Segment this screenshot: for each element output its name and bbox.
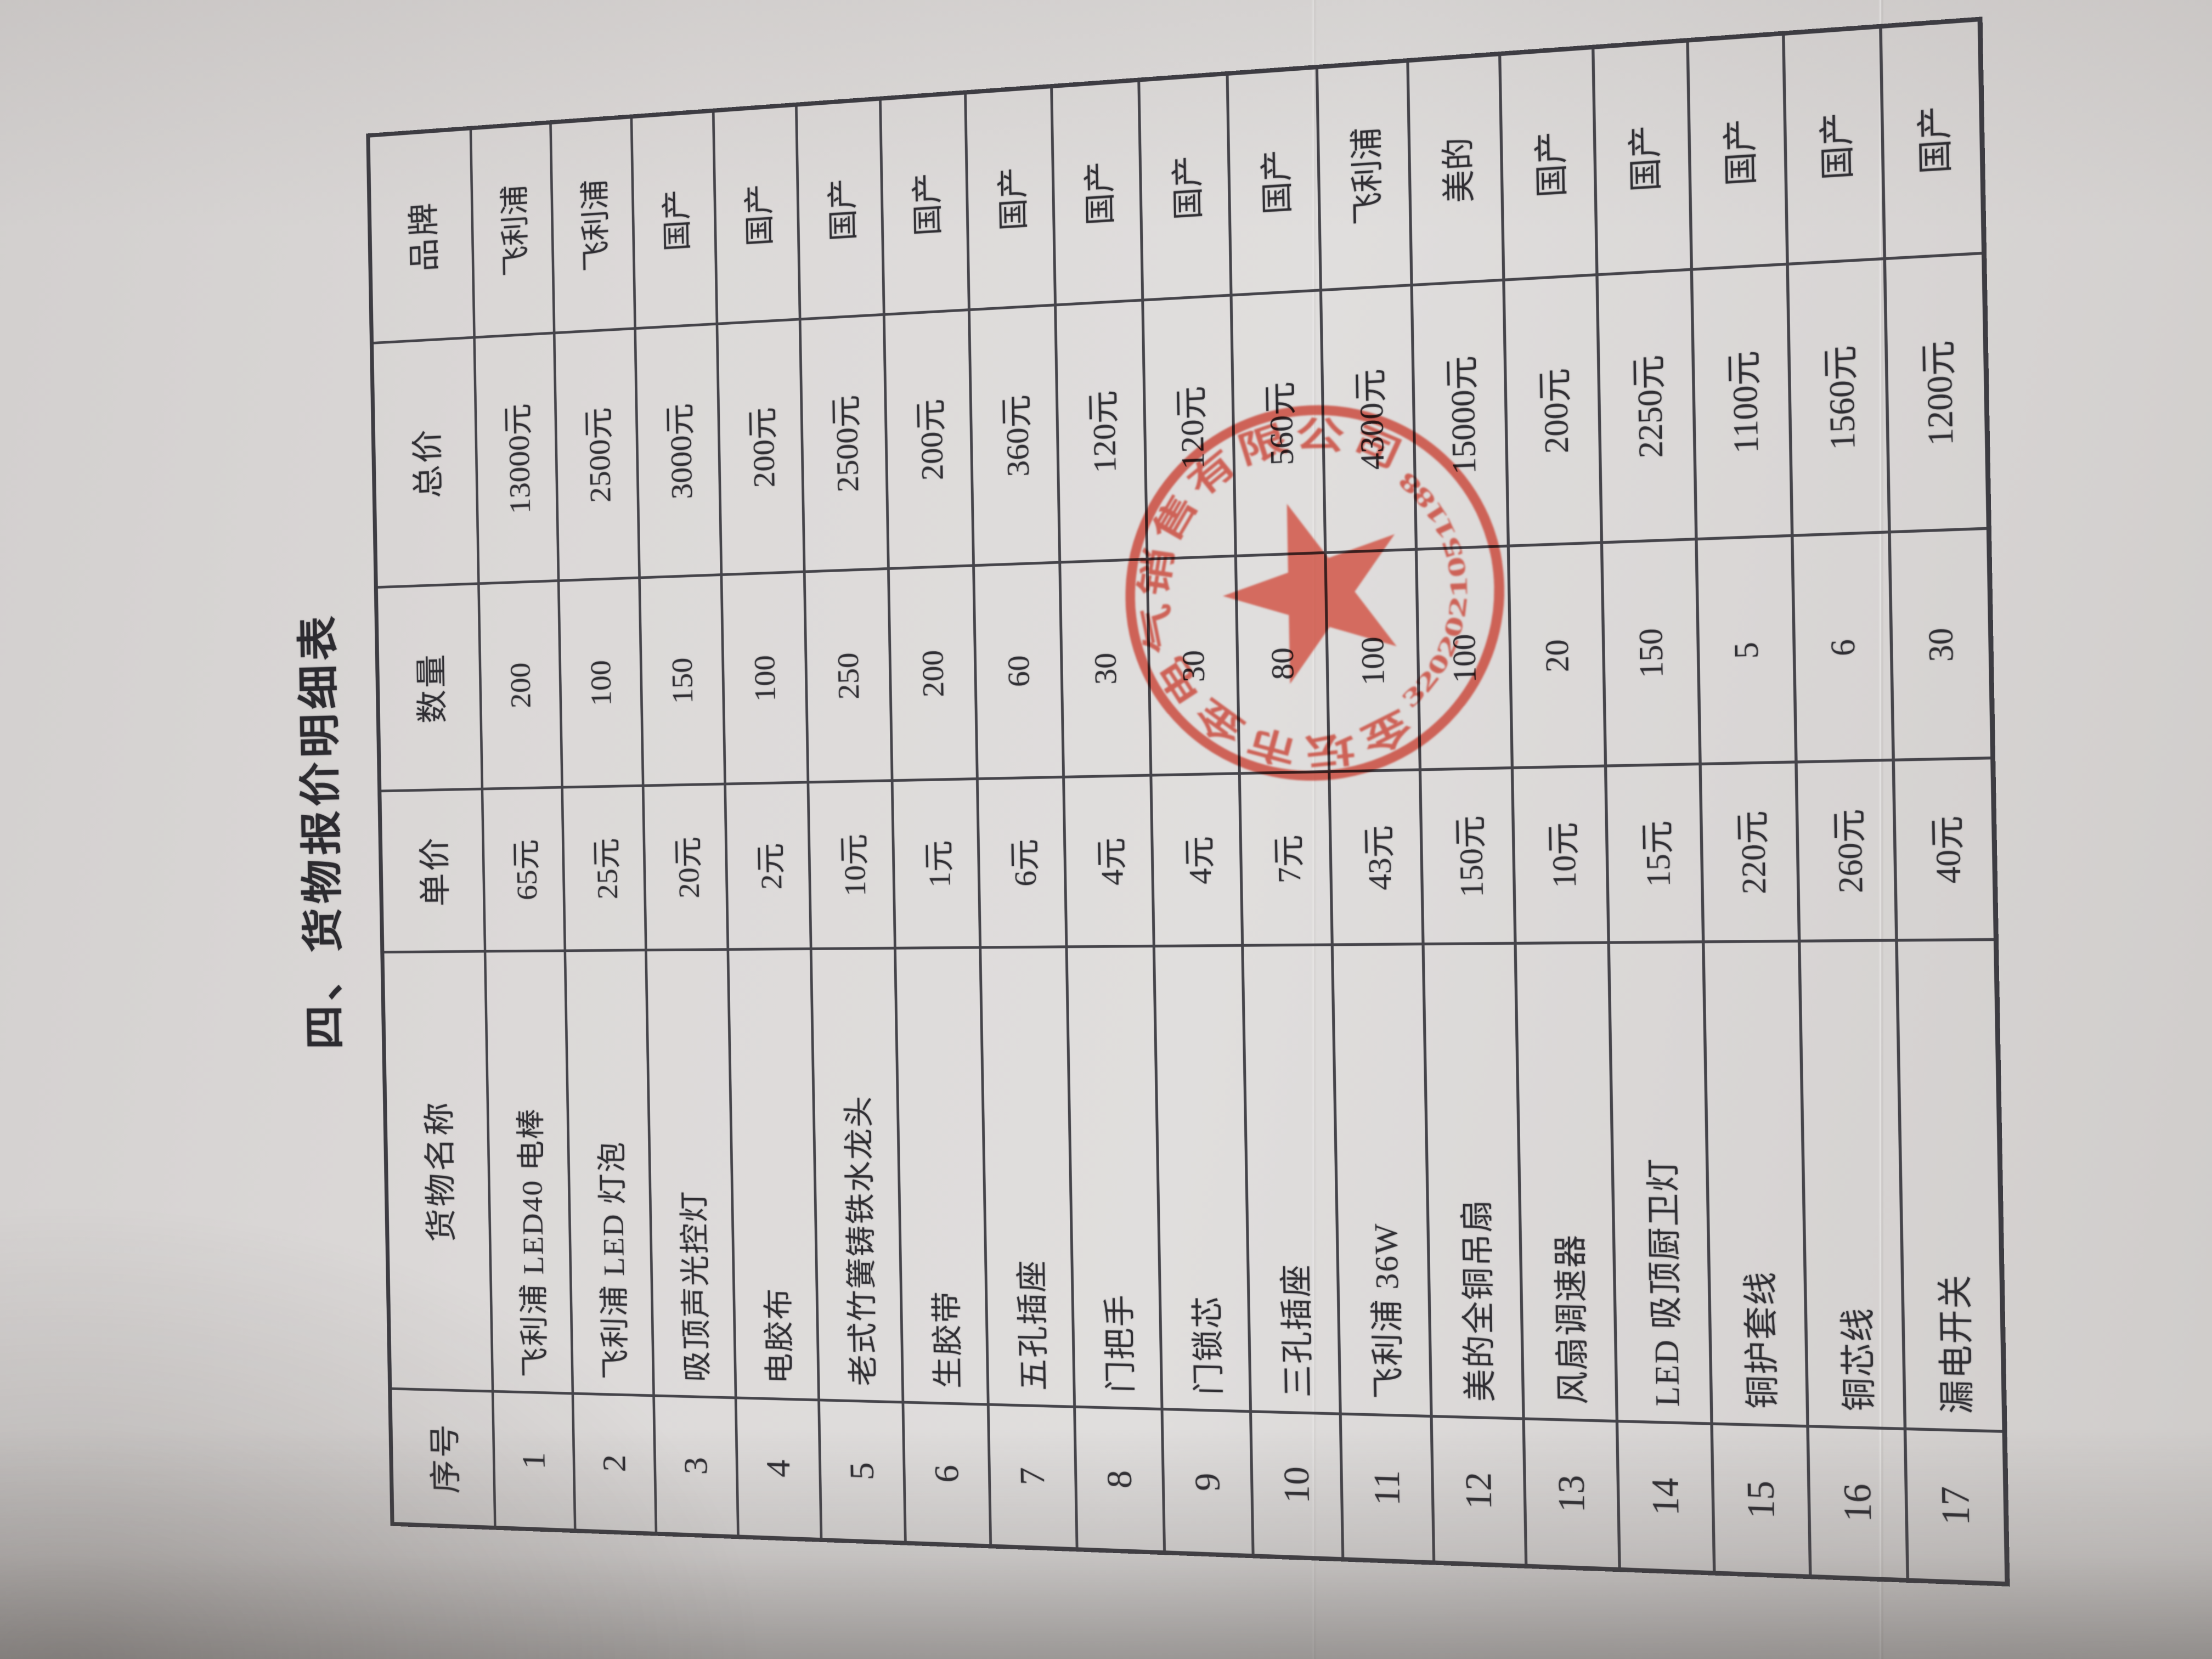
cell-quantity: 150 [639, 575, 725, 786]
cell-total-price: 3000元 [635, 324, 721, 578]
header-quantity: 数量 [376, 584, 482, 792]
cell-unit-price: 20元 [643, 784, 728, 951]
paper-shadow-bottom [0, 1429, 2212, 1659]
cell-total-price: 360元 [969, 305, 1060, 566]
cell-quantity: 100 [721, 572, 808, 785]
cell-brand: 美的 [1407, 54, 1504, 286]
cell-total-price: 1560元 [1787, 259, 1889, 536]
star-icon [1221, 499, 1397, 686]
cell-brand: 国产 [965, 86, 1056, 311]
cell-quantity: 20 [1508, 543, 1606, 769]
paper-crease [1311, 0, 1317, 1659]
cell-brand: 国产 [1688, 33, 1788, 270]
cell-brand: 国产 [1227, 67, 1321, 296]
cell-goods-name: 三孔插座 [1242, 945, 1341, 1414]
cell-unit-price: 10元 [808, 781, 895, 949]
svg-text:3202021051188: 3202021051188 [1393, 464, 1475, 713]
cell-goods-name: 飞利浦 36W [1332, 944, 1432, 1417]
cell-unit-price: 40元 [1893, 758, 1996, 941]
cell-quantity: 100 [558, 578, 644, 788]
cell-brand: 国产 [796, 98, 884, 320]
cell-goods-name: 老式竹簧铸铁水龙头 [811, 948, 903, 1403]
cell-brand: 国产 [1880, 19, 1984, 259]
header-total-price: 总价 [371, 337, 479, 588]
paper-shadow-corner [0, 1165, 823, 1659]
cell-unit-price: 150元 [1420, 768, 1515, 945]
cell-brand: 国产 [1051, 80, 1143, 306]
cell-total-price: 2500元 [800, 314, 889, 572]
cell-goods-name: 五孔插座 [980, 947, 1075, 1407]
cell-quantity: 60 [973, 562, 1064, 780]
cell-goods-name: 门锁芯 [1154, 945, 1251, 1412]
cell-brand: 飞利浦 [550, 116, 635, 334]
cell-unit-price: 10元 [1512, 766, 1609, 944]
cell-unit-price: 260元 [1796, 760, 1897, 941]
cell-unit-price: 65元 [482, 787, 565, 952]
header-unit-price: 单价 [379, 789, 486, 952]
cell-quantity: 5 [1696, 535, 1796, 765]
cell-quantity: 250 [804, 568, 893, 783]
cell-quantity: 150 [1601, 539, 1701, 766]
cell-quantity: 30 [1889, 528, 1993, 760]
cell-unit-price: 6元 [977, 777, 1066, 948]
cell-unit-price: 25元 [562, 786, 646, 951]
cell-quantity: 200 [478, 580, 562, 789]
cell-goods-name: 漏电开关 [1896, 940, 2005, 1432]
cell-quantity: 200 [888, 566, 978, 781]
cell-brand: 国产 [713, 104, 800, 324]
cell-brand: 国产 [1783, 26, 1885, 264]
cell-total-price: 200元 [1503, 275, 1602, 546]
cell-goods-name: 铜芯线 [1799, 940, 1905, 1429]
stamp-serial-number: 3202021051188 [1393, 464, 1475, 713]
cell-brand: 国产 [1138, 73, 1232, 301]
cell-total-price: 13000元 [474, 333, 559, 584]
cell-brand: 国产 [1593, 40, 1692, 275]
cell-unit-price: 1元 [892, 779, 980, 949]
document: 四、货物报价明细表 序号 货物名称 单价 数量 总价 品牌 1飞利浦 LED40… [275, 16, 2010, 1587]
cell-total-price: 1100元 [1691, 264, 1792, 540]
cell-goods-name: 美的全铜吊扇 [1423, 943, 1524, 1419]
paper-shadow-top [0, 0, 2212, 230]
stamp-graphic: 金坛市金电气销售有限公司 3202021051188 [1118, 391, 1513, 789]
cell-quantity: 6 [1792, 532, 1894, 763]
cell-unit-price: 4元 [1150, 774, 1243, 947]
cell-unit-price: 15元 [1605, 764, 1703, 943]
cell-total-price: 200元 [884, 310, 974, 569]
cell-brand: 国产 [880, 92, 969, 315]
cell-total-price: 1200元 [1884, 253, 1989, 533]
cell-total-price: 2250元 [1596, 269, 1696, 543]
cell-goods-name: 风扇调速器 [1515, 943, 1617, 1422]
cell-unit-price: 43元 [1329, 770, 1424, 945]
cell-unit-price: 220元 [1700, 762, 1799, 943]
paper-crease [1878, 0, 1884, 1659]
header-brand: 品牌 [368, 128, 475, 343]
cell-goods-name: 门把手 [1066, 946, 1163, 1410]
cell-total-price: 2500元 [554, 329, 640, 581]
cell-brand: 国产 [631, 110, 717, 329]
cell-unit-price: 2元 [725, 782, 811, 950]
cell-unit-price: 7元 [1239, 771, 1333, 946]
cell-goods-name: LED 吸顶厨卫灯 [1609, 942, 1712, 1424]
cell-total-price: 200元 [716, 319, 805, 575]
cell-unit-price: 4元 [1063, 775, 1154, 947]
cell-brand: 飞利浦 [1317, 60, 1412, 291]
company-stamp: 金坛市金电气销售有限公司 3202021051188 [1118, 391, 1513, 789]
cell-brand: 国产 [1499, 47, 1597, 280]
cell-brand: 飞利浦 [470, 122, 555, 338]
cell-goods-name: 铜护套线 [1703, 941, 1808, 1427]
cell-goods-name: 生胶带 [895, 947, 989, 1405]
